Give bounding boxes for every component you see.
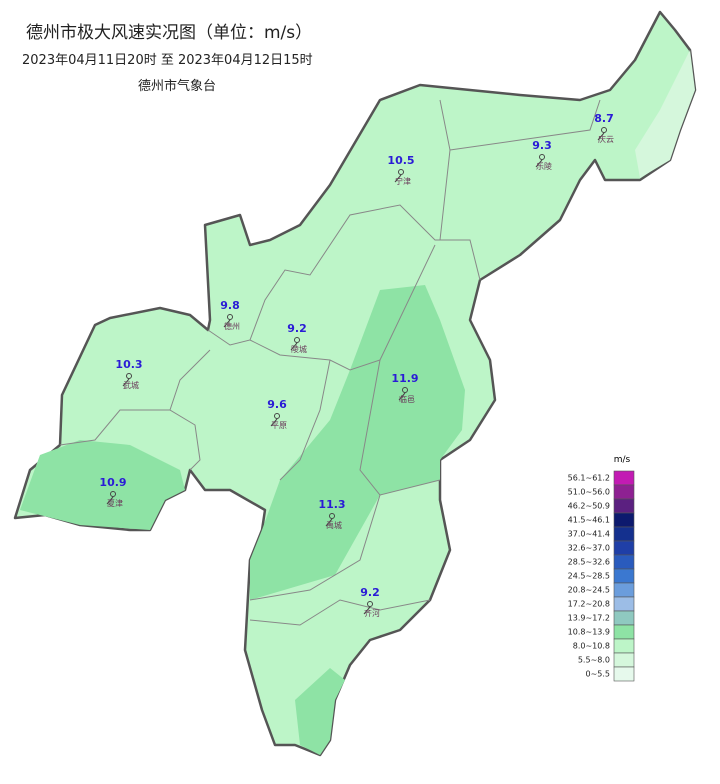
station-name: 陵城 — [291, 345, 307, 354]
station-value: 10.9 — [99, 476, 126, 489]
station-name: 平原 — [271, 421, 287, 430]
issuer: 德州市气象台 — [138, 78, 216, 94]
legend-swatch — [613, 652, 635, 668]
station-value: 8.7 — [594, 112, 614, 125]
station-name: 禹城 — [326, 521, 342, 530]
station-name: 武城 — [123, 380, 139, 390]
legend-label: 46.2~50.9 — [568, 502, 610, 511]
legend-label: 17.2~20.8 — [568, 600, 610, 609]
map — [13, 10, 697, 757]
title: 德州市极大风速实况图（单位：m/s） — [26, 23, 312, 43]
legend: m/s 56.1~61.2 51.0~56.0 46.2~50.9 41.5~46.1… — [568, 455, 635, 682]
legend-label: 51.0~56.0 — [568, 488, 610, 497]
station-value: 10.5 — [387, 154, 414, 167]
legend-label: 20.8~24.5 — [568, 586, 610, 595]
station-name: 乐陵 — [536, 161, 552, 171]
legend-label: 5.5~8.0 — [578, 656, 610, 665]
legend-label: 28.5~32.6 — [568, 558, 610, 567]
stations: 9.8 德州 9.2 陵城 10.3 武城 10.9 夏津 9.6 平原 11.9 临邑 11.3 禹城 9… — [99, 112, 614, 618]
station-value: 10.3 — [115, 358, 142, 371]
station-name: 临邑 — [399, 394, 415, 404]
subtitle: 2023年04月11日20时 至 2023年04月12日15时 — [22, 53, 313, 68]
station-name: 庆云 — [598, 134, 614, 144]
legend-swatch — [613, 512, 635, 528]
station-marker — [329, 513, 335, 519]
zone-high — [295, 668, 345, 755]
legend-label: 24.5~28.5 — [568, 572, 610, 581]
station-marker — [274, 413, 280, 419]
legend-title: m/s — [614, 455, 631, 465]
wind-barb — [290, 342, 298, 351]
legend-label: 13.9~17.2 — [568, 614, 610, 623]
station-marker — [126, 373, 132, 379]
station-name: 宁津 — [395, 176, 411, 186]
station-name: 齐河 — [364, 608, 380, 618]
legend-swatch — [613, 666, 635, 682]
wind-barb — [597, 132, 605, 141]
wind-barb — [398, 392, 406, 401]
legend-label: 56.1~61.2 — [568, 474, 610, 483]
station-value: 9.6 — [267, 398, 287, 411]
station-value: 9.3 — [532, 139, 552, 152]
station-marker — [294, 337, 300, 343]
wind-barb — [394, 174, 402, 183]
legend-swatch — [613, 540, 635, 556]
station-marker — [367, 601, 373, 607]
legend-label: 10.8~13.9 — [568, 628, 610, 637]
legend-swatch — [613, 498, 635, 514]
wind-barb — [535, 159, 543, 168]
legend-swatch — [613, 624, 635, 640]
legend-swatch — [613, 638, 635, 654]
station-name: 德州 — [224, 321, 240, 331]
zone-low — [635, 50, 695, 178]
legend-swatch — [613, 470, 635, 486]
station-marker — [402, 387, 408, 393]
station-name: 夏津 — [107, 498, 123, 508]
wind-barb — [106, 496, 114, 505]
county-borders — [59, 99, 601, 626]
station-marker — [227, 314, 233, 320]
station-value: 9.2 — [360, 586, 380, 599]
station-marker — [110, 491, 116, 497]
station-marker — [398, 169, 404, 175]
legend-swatch — [613, 610, 635, 626]
wind-barb — [363, 606, 371, 615]
station-value: 9.8 — [220, 299, 240, 312]
legend-label: 0~5.5 — [585, 670, 610, 679]
legend-swatch — [613, 554, 635, 570]
legend-swatch — [613, 484, 635, 500]
wind-barb — [122, 378, 130, 387]
wind-barb — [270, 418, 278, 427]
station-value: 11.9 — [391, 372, 418, 385]
station-marker — [601, 127, 607, 133]
station-value: 9.2 — [287, 322, 307, 335]
wind-barb — [325, 518, 333, 527]
zone-high — [250, 285, 465, 600]
legend-swatch — [613, 568, 635, 584]
legend-label: 32.6~37.0 — [568, 544, 610, 553]
station-marker — [539, 154, 545, 160]
legend-swatch — [613, 582, 635, 598]
legend-swatch — [613, 596, 635, 612]
legend-label: 41.5~46.1 — [568, 516, 610, 525]
legend-label: 37.0~41.4 — [568, 530, 610, 539]
zone-high — [20, 440, 185, 530]
station-value: 11.3 — [318, 498, 345, 511]
legend-swatch — [613, 526, 635, 542]
legend-label: 8.0~10.8 — [573, 642, 610, 651]
wind-barb — [223, 319, 231, 328]
